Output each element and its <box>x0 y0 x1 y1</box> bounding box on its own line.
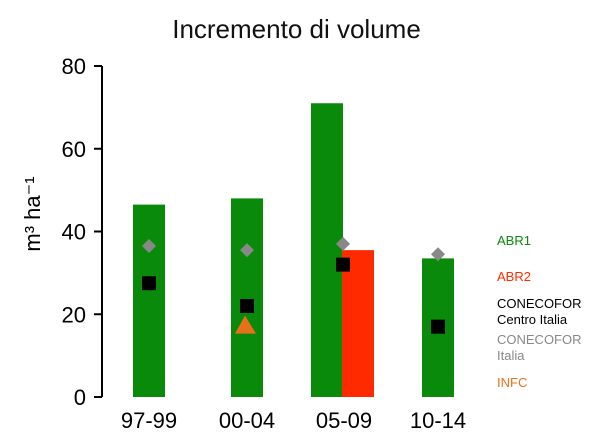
legend-conecofor-italia-line1: CONECOFOR <box>497 332 582 347</box>
legend-abr2: ABR2 <box>497 269 531 285</box>
marker-infc-00-04 <box>235 315 256 334</box>
bar-abr1-97-99 <box>133 204 165 397</box>
legend-conecofor-centro-line1: CONECOFOR <box>497 296 582 311</box>
y-tick-label-40: 40 <box>62 220 86 245</box>
legend-abr1-label: ABR1 <box>497 233 531 248</box>
marker-conecofor-centro-italia-10-14 <box>431 319 445 334</box>
y-axis-label: m³ ha⁻¹ <box>20 176 45 251</box>
marker-conecofor-italia-97-99 <box>142 238 156 253</box>
marker-conecofor-centro-italia-05-09 <box>336 257 350 272</box>
y-tick-label-20: 20 <box>62 302 86 327</box>
legend-abr1: ABR1 <box>497 233 531 249</box>
x-tick-label-05-09: 05-09 <box>316 408 372 433</box>
legend-infc-label: INFC <box>497 375 528 390</box>
legend-conecofor-centro: CONECOFOR Centro Italia <box>497 296 582 328</box>
legend-conecofor-centro-line2: Centro Italia <box>497 312 568 327</box>
legend-conecofor-italia: CONECOFOR Italia <box>497 332 582 364</box>
legend-infc: INFC <box>497 375 527 391</box>
y-tick-label-60: 60 <box>62 137 86 162</box>
x-tick-label-00-04: 00-04 <box>219 408 275 433</box>
marker-conecofor-centro-italia-00-04 <box>240 298 254 313</box>
marker-conecofor-italia-10-14 <box>431 247 445 262</box>
bar-abr1-05-09 <box>311 103 343 398</box>
y-tick-label-80: 80 <box>62 54 86 79</box>
x-tick-label-10-14: 10-14 <box>410 408 466 433</box>
legend-abr2-label: ABR2 <box>497 269 531 284</box>
chart-title: Incremento di volume <box>172 14 421 44</box>
marker-conecofor-centro-italia-97-99 <box>142 276 156 291</box>
x-tick-label-97-99: 97-99 <box>121 408 177 433</box>
legend-conecofor-italia-line2: Italia <box>497 348 525 363</box>
marker-conecofor-italia-00-04 <box>240 243 254 258</box>
bar-abr2-05-09 <box>342 250 374 397</box>
marker-conecofor-italia-05-09 <box>336 236 350 251</box>
y-tick-label-0: 0 <box>74 385 86 410</box>
bar-abr1-00-04 <box>231 198 263 397</box>
